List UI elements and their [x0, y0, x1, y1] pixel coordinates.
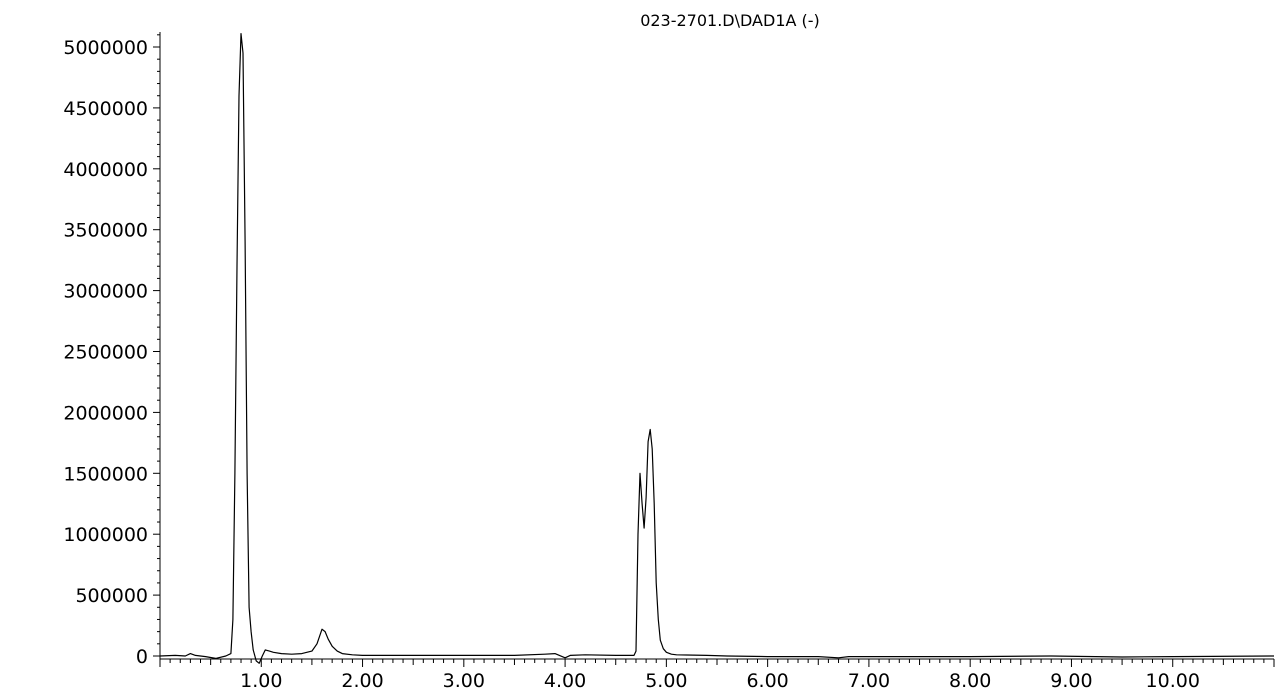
x-tick-label: 6.00 — [746, 670, 788, 692]
y-tick-label: 0 — [136, 646, 148, 668]
series-line — [159, 33, 1275, 664]
plot-area — [159, 33, 1275, 664]
y-tick-label: 1500000 — [63, 463, 148, 485]
y-tick-label: 500000 — [75, 585, 148, 607]
x-tick-label: 8.00 — [949, 670, 991, 692]
y-tick-label: 4500000 — [63, 98, 148, 120]
x-tick-label: 5.00 — [645, 670, 687, 692]
x-tick-label: 2.00 — [341, 670, 383, 692]
x-tick-label: 7.00 — [848, 670, 890, 692]
x-tick-label: 4.00 — [544, 670, 586, 692]
x-axis: 1.00 2.00 3.00 4.00 5.00 6.00 7.00 8.00 9.00 10.0… — [159, 658, 1275, 692]
y-tick-label: 4000000 — [63, 159, 148, 181]
y-tick-label: 3500000 — [63, 220, 148, 242]
y-tick-label: 5000000 — [63, 37, 148, 59]
x-tick-label: 1.00 — [240, 670, 282, 692]
y-tick-label: 2000000 — [63, 402, 148, 424]
x-tick-label: 10.00 — [1146, 670, 1200, 692]
y-axis: 0 500000 1000000 1500000 2000000 2500000 30000… — [63, 32, 161, 668]
x-tick-label: 9.00 — [1050, 670, 1092, 692]
y-tick-label: 3000000 — [63, 281, 148, 303]
x-tick-label: 3.00 — [443, 670, 485, 692]
chart-title: 023-2701.D\DAD1A (-) — [640, 11, 820, 30]
y-tick-label: 2500000 — [63, 342, 148, 364]
y-tick-label: 1000000 — [63, 524, 148, 546]
